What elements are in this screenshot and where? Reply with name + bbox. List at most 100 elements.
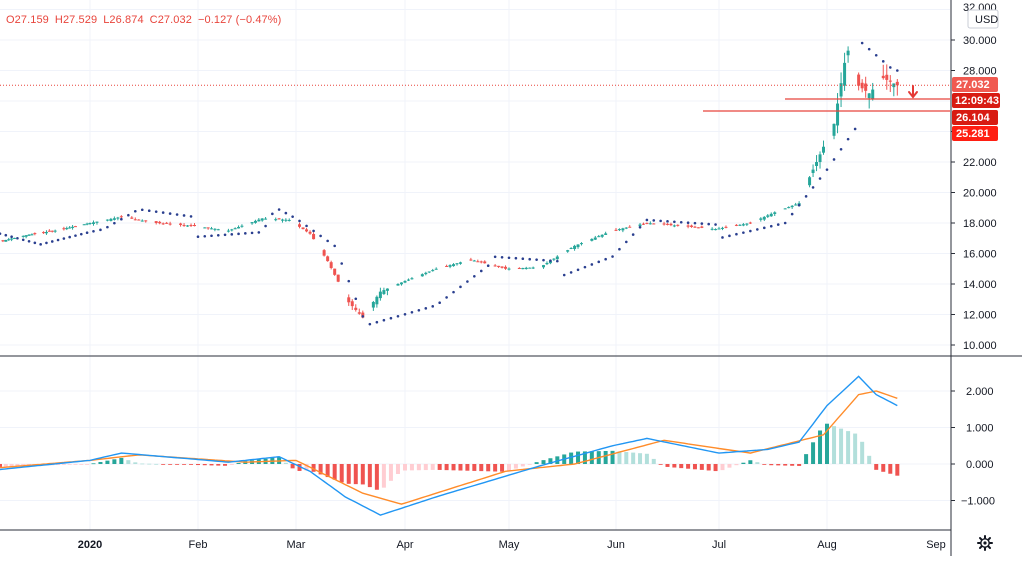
psar-dot bbox=[56, 238, 60, 242]
candle-body bbox=[517, 267, 521, 269]
psar-dot bbox=[68, 235, 71, 239]
macd-hist-bar bbox=[161, 464, 166, 465]
candle-body bbox=[762, 216, 766, 220]
candle-body bbox=[604, 233, 608, 235]
psar-dot bbox=[783, 221, 787, 225]
psar-dot bbox=[113, 221, 116, 225]
psar-dot bbox=[652, 219, 656, 222]
candle-body bbox=[860, 82, 864, 89]
macd-line bbox=[0, 375, 898, 516]
candle-body bbox=[524, 267, 528, 270]
macd-hist-bar bbox=[311, 464, 316, 472]
macd-hist-bar bbox=[388, 464, 393, 481]
macd-axis-label: −1.000 bbox=[961, 496, 995, 508]
psar-dot bbox=[257, 231, 261, 234]
psar-dot bbox=[182, 214, 186, 217]
macd-hist-bar bbox=[783, 464, 788, 466]
macd-hist-bar bbox=[119, 457, 124, 464]
macd-hist-bar bbox=[874, 464, 879, 470]
candle-body bbox=[382, 290, 386, 294]
psar-dot bbox=[679, 220, 683, 224]
candle-body bbox=[479, 261, 483, 263]
macd-hist-bar bbox=[769, 464, 774, 466]
candle-body bbox=[82, 224, 86, 226]
macd-hist-bar bbox=[825, 423, 829, 464]
psar-dot bbox=[666, 220, 669, 223]
psar-dot bbox=[535, 258, 538, 261]
gear-icon[interactable] bbox=[974, 533, 996, 553]
macd-hist-bar bbox=[367, 464, 372, 488]
macd-hist-bar bbox=[202, 464, 207, 466]
macd-hist-bar bbox=[56, 464, 61, 466]
candle-body bbox=[24, 235, 28, 237]
candle-body bbox=[30, 234, 34, 236]
level-tag-1 bbox=[952, 110, 998, 125]
macd-hist-bar bbox=[665, 464, 670, 467]
psar-dot bbox=[161, 211, 165, 214]
macd-hist-bar bbox=[720, 464, 725, 471]
psar-dot bbox=[493, 255, 497, 259]
macd-hist-bar bbox=[339, 464, 344, 483]
psar-dot bbox=[556, 259, 559, 263]
candle-body bbox=[614, 229, 618, 231]
candle-body bbox=[206, 227, 210, 229]
candle-body bbox=[693, 226, 697, 228]
candle-body bbox=[696, 227, 700, 229]
macd-hist-bar bbox=[860, 441, 865, 464]
candle-body bbox=[371, 301, 375, 308]
psar-dot bbox=[354, 297, 358, 301]
macd-hist-bar bbox=[881, 464, 886, 472]
candle-body bbox=[253, 220, 257, 223]
candle-body bbox=[406, 279, 410, 281]
psar-dot bbox=[818, 177, 822, 180]
candle-body bbox=[4, 239, 8, 242]
candle-body bbox=[71, 226, 75, 228]
psar-dot bbox=[4, 233, 8, 237]
psar-dot bbox=[50, 240, 54, 243]
candle-body bbox=[881, 75, 885, 79]
psar-dot bbox=[127, 213, 130, 217]
macd-hist-bar bbox=[679, 464, 684, 469]
macd-hist-bar bbox=[290, 464, 295, 469]
candle-body bbox=[628, 226, 632, 228]
macd-hist-bar bbox=[762, 464, 767, 465]
psar-dot bbox=[333, 244, 336, 248]
candle-body bbox=[521, 267, 525, 270]
candle-body bbox=[822, 146, 826, 153]
macd-hist-bar bbox=[297, 464, 302, 471]
candle-body bbox=[161, 223, 165, 225]
candle-body bbox=[47, 230, 51, 232]
candle-body bbox=[566, 250, 570, 252]
psar-dot bbox=[604, 257, 607, 261]
time-axis-label: Jun bbox=[607, 539, 625, 551]
macd-hist-bar bbox=[895, 464, 900, 476]
candle-body bbox=[652, 223, 656, 225]
price-axis-label: 12.000 bbox=[963, 310, 997, 322]
macd-hist-bar bbox=[867, 455, 872, 464]
macd-hist-bar bbox=[360, 464, 365, 485]
psar-dot bbox=[10, 235, 13, 239]
candle-body bbox=[593, 237, 597, 240]
candle-body bbox=[260, 218, 264, 221]
time-axis-label: Feb bbox=[189, 539, 208, 551]
level-tag-2 bbox=[952, 126, 998, 141]
macd-hist-bar bbox=[346, 464, 351, 484]
psar-dot bbox=[340, 262, 344, 265]
macd-hist-bar bbox=[112, 459, 117, 464]
macd-hist-bar bbox=[332, 464, 337, 480]
last-price-label: 27.032 bbox=[956, 79, 990, 91]
candle-body bbox=[420, 274, 424, 277]
candle-body bbox=[53, 230, 57, 232]
psar-dot bbox=[375, 320, 379, 324]
macd-hist-bar bbox=[85, 464, 90, 465]
candle-body bbox=[846, 50, 850, 56]
macd-hist-bar bbox=[465, 464, 470, 471]
candle-body bbox=[528, 267, 532, 269]
psar-dot bbox=[92, 229, 95, 233]
psar-dot bbox=[590, 263, 594, 266]
macd-hist-bar bbox=[734, 464, 739, 466]
macd-hist-bar bbox=[507, 464, 511, 471]
candle-body bbox=[240, 225, 244, 227]
psar-dot bbox=[728, 234, 731, 238]
